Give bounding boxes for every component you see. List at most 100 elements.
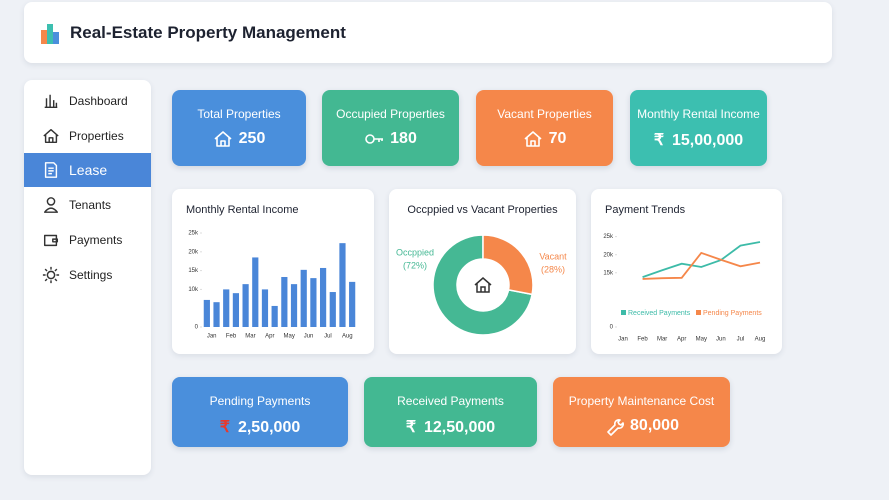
card-value-row: ₹15,00,000 <box>630 130 767 150</box>
nav-item[interactable]: Payments <box>24 223 151 257</box>
logo-block <box>53 32 59 44</box>
icon-shape <box>43 128 59 143</box>
card-label: Total Properties <box>197 107 281 121</box>
bar <box>339 243 346 327</box>
bar <box>232 293 240 327</box>
card-value: 250 <box>238 130 266 148</box>
chart-title: Monthly Rental Income <box>186 204 299 216</box>
card-icon <box>523 130 549 148</box>
nav-label: Properties <box>69 128 124 143</box>
slice-label: Occppied <box>396 247 434 257</box>
card-value: 80,000 <box>630 417 679 435</box>
icon-shape <box>214 131 232 147</box>
bar <box>271 305 278 327</box>
card-value-row: 80,000 <box>553 417 730 436</box>
pie-slice <box>432 234 533 336</box>
x-tick-label: Jun <box>304 334 314 340</box>
x-tick-label: Mar <box>245 334 255 340</box>
bar <box>349 281 356 327</box>
icon <box>365 134 384 144</box>
icon <box>607 419 624 436</box>
icon-shape <box>43 234 59 246</box>
chart-card: Monthly Rental Income 0 10k 15k 20k 25k Jan Feb… <box>172 189 374 354</box>
card-icon <box>364 130 390 148</box>
bar <box>203 299 210 327</box>
logo <box>41 24 59 44</box>
line-series <box>642 251 761 280</box>
x-tick-label: May <box>284 334 295 340</box>
x-tick-label: Apr <box>265 334 274 340</box>
page-title: Real-Estate Property Management <box>70 23 346 42</box>
slice-value-label: (28%) <box>541 264 565 274</box>
icon <box>214 131 232 147</box>
icon-shape <box>44 94 58 109</box>
slice-label: Vacant <box>539 251 567 261</box>
card-value-row: 70 <box>476 130 613 148</box>
card-label: Received Payments <box>397 394 504 408</box>
stat-card: Received Payments ₹12,50,000 <box>364 377 537 447</box>
x-tick-label: Feb <box>637 337 648 343</box>
card-icon <box>604 417 630 436</box>
y-tick-label: 20k <box>603 252 614 258</box>
chart: Payment Trends 0 15k 20k 25k Jan Feb Mar Apr May J… <box>603 204 766 343</box>
icon-shape <box>365 134 384 144</box>
currency-symbol: ₹ <box>653 132 664 149</box>
currency-symbol: ₹ <box>219 419 230 436</box>
card-label: Pending Payments <box>209 394 311 408</box>
icon <box>524 131 542 147</box>
x-tick-label: Feb <box>226 334 237 340</box>
x-tick-label: Jul <box>737 337 745 343</box>
bar <box>300 269 307 327</box>
nav-label: Settings <box>69 267 113 282</box>
icon <box>42 266 60 283</box>
chart: Monthly Rental Income 0 10k 15k 20k 25k Jan Feb… <box>186 204 356 340</box>
x-tick-label: May <box>696 337 707 343</box>
icon-shape <box>44 162 58 179</box>
card-value: 15,00,000 <box>672 132 744 149</box>
legend-label: Pending Payments <box>703 310 762 317</box>
x-tick-label: Jan <box>207 334 217 340</box>
card-label: Monthly Rental Income <box>637 107 760 121</box>
stat-card: Pending Payments ₹2,50,000 <box>172 377 348 447</box>
x-tick-label: Aug <box>342 334 353 340</box>
nav-item[interactable]: Lease <box>24 153 151 188</box>
chart: Occppied vs Vacant Properties Occppied (72… <box>396 204 567 336</box>
icon-shape <box>42 266 60 283</box>
chart-title: Occppied vs Vacant Properties <box>407 204 558 216</box>
nav-item[interactable]: Dashboard <box>24 84 151 118</box>
bar <box>281 276 288 327</box>
card-value: 12,50,000 <box>424 419 496 436</box>
x-tick-label: Aug <box>755 337 766 343</box>
x-tick-label: Apr <box>677 337 686 343</box>
y-tick-label: 25k <box>188 231 199 237</box>
legend-swatch <box>696 310 701 315</box>
icon <box>43 234 59 246</box>
card-value-row: 250 <box>172 130 306 148</box>
nav-item[interactable]: Properties <box>24 119 151 153</box>
icon-shape <box>524 131 542 147</box>
legend-label: Received Payments <box>628 310 691 317</box>
nav-label: Dashboard <box>69 94 128 108</box>
nav-item[interactable]: Tenants <box>24 188 151 222</box>
nav-label: Tenants <box>69 198 112 213</box>
stat-card: Property Maintenance Cost 80,000 <box>553 377 730 447</box>
bar <box>261 289 269 327</box>
currency-symbol: ₹ <box>405 419 416 436</box>
y-tick-label: 15k <box>603 270 614 276</box>
stat-card: Vacant Properties 70 <box>476 90 613 166</box>
pie-slice <box>482 234 534 296</box>
header: Real-Estate Property Management <box>24 2 832 63</box>
icon-shape <box>474 277 492 293</box>
nav-label: Lease <box>69 162 108 179</box>
icon <box>44 94 58 109</box>
card-value: 70 <box>548 130 567 148</box>
bar <box>223 289 230 327</box>
icon <box>44 162 58 179</box>
bar <box>319 267 327 327</box>
legend-swatch <box>621 310 626 315</box>
bar <box>252 257 259 327</box>
card-label: Property Maintenance Cost <box>568 394 715 408</box>
card-value: 2,50,000 <box>237 419 301 436</box>
nav-item[interactable]: Settings <box>24 258 151 292</box>
